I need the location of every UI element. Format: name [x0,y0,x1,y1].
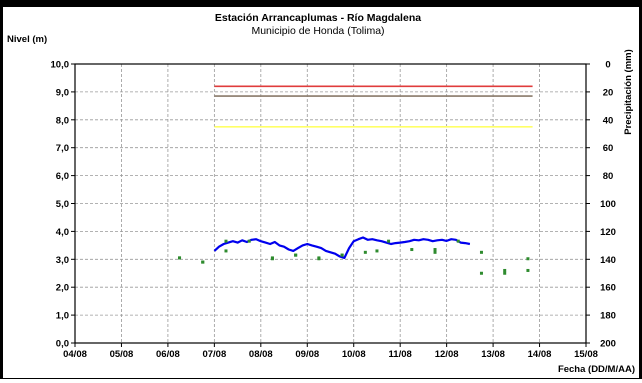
y2-tick-label: 20 [603,87,614,98]
data-point [201,260,205,264]
y-tick-label: 7,0 [56,143,69,154]
data-point [375,249,379,253]
y2-tick-label: 80 [603,171,614,182]
y2-tick-label: 180 [600,311,616,322]
y-tick-label: 2,0 [56,283,69,294]
threshold-lines [214,85,533,128]
y-tick-label: 5,0 [56,199,69,210]
y-tick-label: 8,0 [56,115,69,126]
grid [75,64,586,343]
data-point [247,239,251,243]
x-tick-label: 09/08 [295,349,319,360]
y-axis-label: Nivel (m) [7,34,47,45]
y2-tick-label: 100 [600,199,616,210]
data-point [479,250,483,254]
chart: Estación Arrancaplumas - Río Magdalena M… [7,12,635,375]
data-point [178,256,182,260]
x-tick-label: 06/08 [156,349,180,360]
chart-title: Estación Arrancaplumas - Río Magdalena [215,12,421,24]
series-line [213,236,471,259]
data-point [387,239,391,243]
data-point [526,268,530,272]
y-tick-label: 1,0 [56,311,69,322]
y-tick-label: 6,0 [56,171,69,182]
x-tick-label: 08/08 [249,349,273,360]
x-tick-label: 05/08 [110,349,134,360]
x-tick-label: 14/08 [528,349,552,360]
y2-tick-label: 40 [603,115,614,126]
data-point [317,257,321,261]
data-point [456,239,460,243]
data-point [340,253,344,257]
x-tick-label: 04/08 [63,349,87,360]
data-point [224,249,228,253]
data-point [433,250,437,254]
x-tick-label: 13/08 [481,349,505,360]
data-point [270,257,274,261]
y2-tick-label: 120 [600,227,616,238]
data-point [363,250,367,254]
x-tick-label: 12/08 [435,349,459,360]
y2-tick-label: 160 [600,283,616,294]
y-ticks: 0,0 1,0 2,0 3,0 4,0 5,0 6,0 7,0 8,0 9,0 10,0 [51,60,75,350]
x-tick-label: 10/08 [342,349,366,360]
y2-tick-label: 140 [600,255,616,266]
data-point [294,253,298,257]
y-tick-label: 10,0 [51,60,70,71]
x-ticks: 04/08 05/08 06/08 07/08 08/08 09/08 10/08 11/08… [63,343,598,360]
y-tick-label: 0,0 [56,339,69,350]
y-tick-label: 9,0 [56,87,69,98]
y2-ticks: 0 20 40 60 80 100 120 140 160 180 200 [586,60,616,350]
data-point [224,239,228,243]
y-tick-label: 4,0 [56,227,69,238]
data-point [526,257,530,261]
chart-subtitle: Municipio de Honda (Tolima) [251,25,384,37]
x-tick-label: 11/08 [389,349,412,360]
y2-tick-label: 0 [605,60,610,71]
data-point [479,271,483,275]
y-tick-label: 3,0 [56,255,69,266]
series [178,236,530,275]
data-point [503,268,507,272]
y2-tick-label: 200 [600,339,616,350]
y2-axis-label: Precipitación (mm) [623,49,634,135]
y2-tick-label: 60 [603,143,614,154]
data-point [503,271,507,275]
x-tick-label: 07/08 [202,349,226,360]
x-axis-label: Fecha (DD/M/AA) [558,364,635,375]
x-tick-label: 15/08 [574,349,598,360]
data-point [433,248,437,252]
data-point [410,248,414,252]
